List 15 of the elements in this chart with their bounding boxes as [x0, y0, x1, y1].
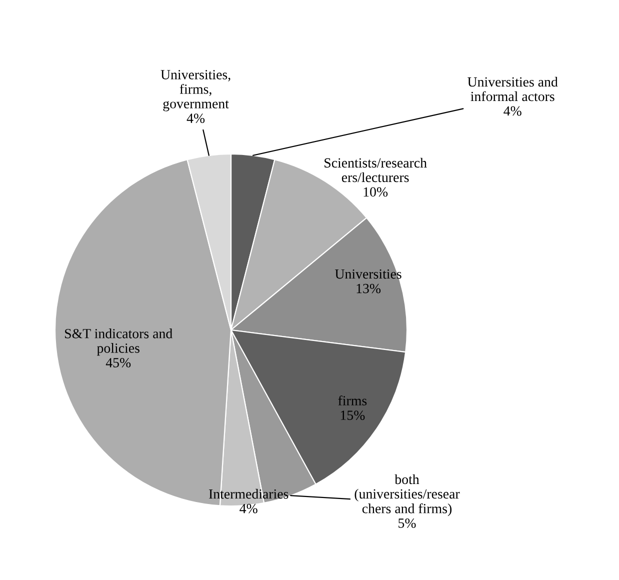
data-label: 4% [504, 106, 522, 116]
data-label: 4% [186, 114, 205, 124]
data-label: 45% [106, 358, 131, 368]
data-label: 15% [340, 410, 365, 420]
slice-label: Universities and informal actors [468, 76, 558, 102]
slice-label: both (universities/resear chers and firms) [354, 474, 460, 516]
slice-label: Universities, firms, government [160, 70, 230, 112]
data-label: 13% [356, 284, 381, 294]
slice-label: Scientists/research ers/lecturers [324, 158, 427, 182]
slice-label: Intermediaries [208, 488, 288, 499]
slice-label: S&T indicators and policies [65, 328, 172, 356]
data-label: 4% [240, 504, 258, 514]
slice-label: firms [338, 396, 367, 406]
data-label: 5% [398, 518, 416, 528]
data-label: 10% [364, 187, 388, 197]
